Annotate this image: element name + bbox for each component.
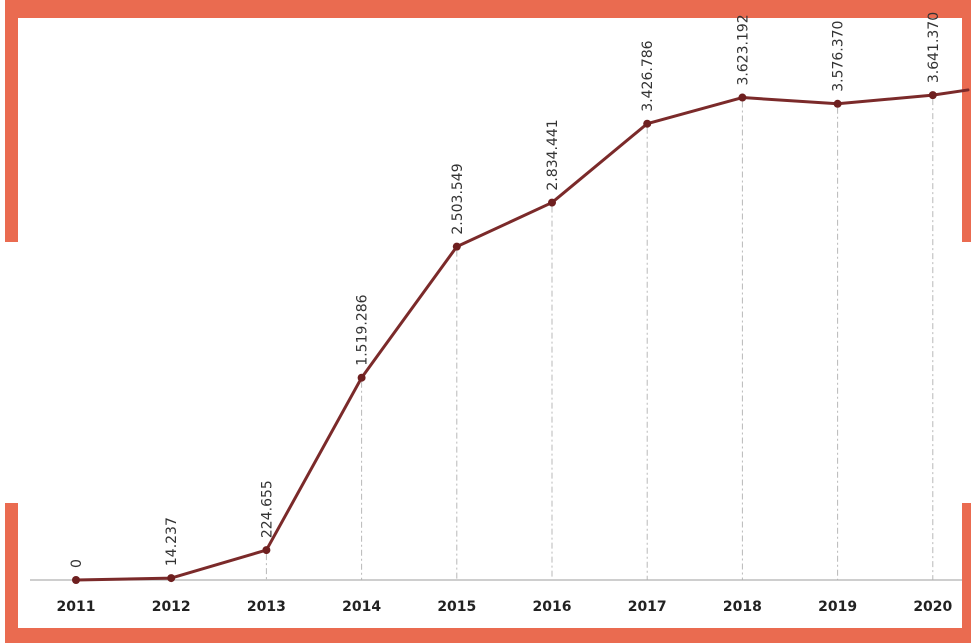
frame-right-lower-bar [962,503,971,643]
x-tick-label-2019: 2019 [818,599,857,615]
value-label-2014: 1.519.286 [355,294,371,365]
data-point-2018 [738,93,747,102]
data-markers [72,91,937,584]
frame-left-upper-bar [5,0,18,242]
data-point-2011 [72,576,80,584]
value-label-2018: 3.623.192 [735,14,751,85]
value-label-2015: 2.503.549 [450,163,466,234]
data-point-2012 [167,574,176,583]
frame-left-lower-bar [5,503,18,643]
value-label-2020: 3.641.370 [926,12,942,83]
data-point-2016 [548,198,556,207]
x-tick-label-2013: 2013 [247,599,286,615]
x-tick-label-2014: 2014 [342,599,381,615]
frame-top-bar [5,0,971,18]
x-tick-labels: 2011 2012 2013 2014 2015 2016 2017 2018 2019 2020 [57,599,953,615]
x-tick-label-2017: 2017 [628,599,667,615]
x-tick-label-2012: 2012 [152,599,191,615]
data-point-2020 [928,91,937,100]
series-line-group [74,88,970,582]
value-label-2012: 14.237 [164,517,180,566]
x-tick-label-2015: 2015 [437,599,476,615]
x-tick-label-2016: 2016 [533,599,572,615]
data-point-2013 [262,546,271,555]
frame-bottom-bar [5,628,971,643]
drop-lines [75,99,934,584]
series-line [74,88,970,582]
value-label-2011: 0 [69,559,85,568]
x-tick-label-2018: 2018 [723,599,762,615]
data-point-2014 [357,373,366,382]
x-tick-label-2011: 2011 [57,599,96,615]
value-label-2019: 3.576.370 [831,21,847,92]
x-tick-label-2020: 2020 [913,599,952,615]
data-point-2015 [452,242,461,251]
value-label-2016: 2.834.441 [545,119,561,190]
data-point-2019 [833,99,842,108]
value-labels: 0 14.237 224.655 1.519.286 2.503.549 2.834.44… [69,12,942,568]
value-label-2013: 224.655 [259,480,275,538]
frame-right-upper-bar [962,0,971,242]
data-point-2017 [643,119,652,128]
value-label-2017: 3.426.786 [640,40,656,111]
